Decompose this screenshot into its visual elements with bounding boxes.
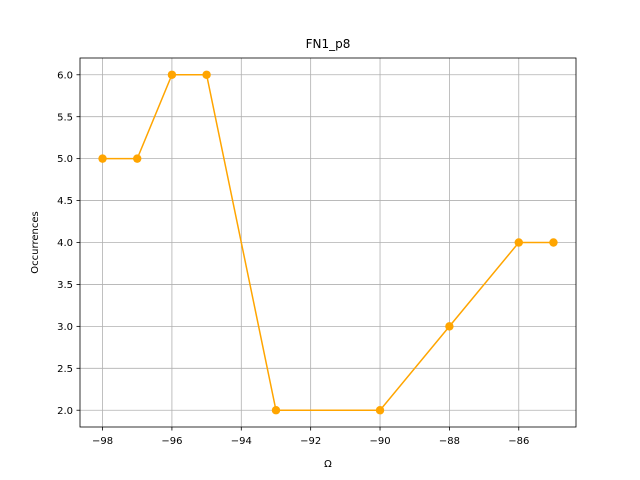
series-layer <box>98 70 558 415</box>
data-point <box>202 70 211 79</box>
data-point <box>445 322 454 331</box>
y-tick-label: 2.5 <box>57 364 73 375</box>
x-tick-label: −98 <box>92 436 113 447</box>
y-tick-label: 3.5 <box>57 280 73 291</box>
y-tick-label: 4.0 <box>57 238 73 249</box>
data-point <box>271 406 281 415</box>
y-tick-label: 4.5 <box>57 196 73 207</box>
x-tick-label: −94 <box>231 436 252 447</box>
data-point <box>375 406 385 415</box>
data-point <box>133 154 142 163</box>
x-tick-label: −88 <box>439 436 460 447</box>
y-tick-label: 5.0 <box>57 154 73 165</box>
data-point <box>167 70 177 79</box>
x-axis-label: Ω <box>324 459 332 470</box>
y-tick-label: 6.0 <box>57 70 73 81</box>
x-tick-label: −96 <box>161 436 182 447</box>
grid <box>80 58 576 427</box>
data-point <box>98 154 107 163</box>
y-tick-label: 3.0 <box>57 322 73 333</box>
x-tick-label: −92 <box>300 436 321 447</box>
y-axis-label: Occurrences <box>30 211 41 273</box>
y-axis-ticks: 2.0 2.5 3.0 3.5 4.0 4.5 5.0 5.5 6.0 <box>57 70 80 417</box>
x-tick-label: −86 <box>508 436 529 447</box>
y-tick-label: 5.5 <box>57 112 73 123</box>
y-tick-label: 2.0 <box>57 406 73 417</box>
data-point <box>549 238 558 247</box>
chart-title: FN1_p8 <box>306 37 351 51</box>
data-point <box>514 238 523 247</box>
x-tick-label: −90 <box>369 436 390 447</box>
x-axis-ticks: −98 −96 −94 −92 −90 −88 −86 <box>92 427 529 447</box>
